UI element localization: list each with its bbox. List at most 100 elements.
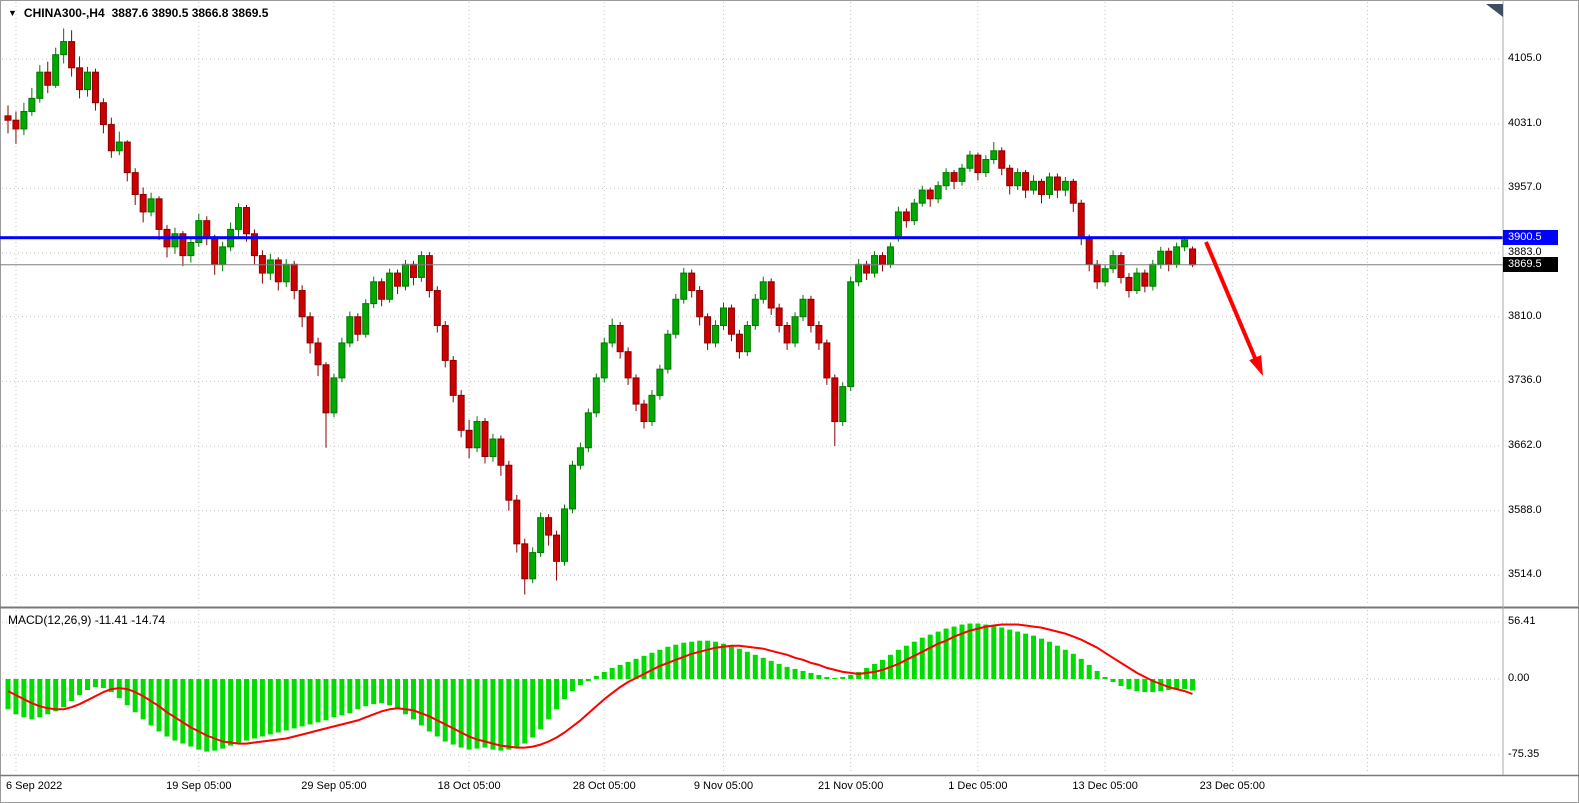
bear-candle [179,233,187,257]
bear-candle [1165,250,1173,265]
bear-candle [155,198,163,230]
bear-candle [433,290,441,326]
bear-candle [1038,180,1045,195]
bear-candle [1189,248,1197,266]
bull-candle [664,333,672,370]
bear-candle [767,281,775,309]
bull-candle [266,259,274,274]
bull-candle [282,263,290,283]
bull-candle [600,342,608,379]
bull-candle [720,307,727,326]
bear-candle [505,464,513,501]
bull-candle [338,342,346,379]
bull-candle [743,324,751,353]
price-axis-label: 4031.0 [1508,116,1542,129]
bear-candle [902,211,910,222]
bull-candle [1173,246,1181,265]
price-axis[interactable]: 4105.0 4031.0 3957.0 3883.0 3810.0 3736.0 3662… [1504,0,1578,775]
price-axis-label: 3736.0 [1508,374,1542,387]
bear-candle [1125,276,1133,292]
bear-candle [1006,167,1014,187]
macd-axis-label: 0.00 [1508,672,1530,684]
bear-candle [457,394,465,431]
bull-candle [219,246,227,265]
bull-candle [656,368,664,396]
bear-candle [632,377,640,405]
bull-candle [60,41,68,56]
bull-candle [529,552,537,580]
price-axis-label: 3810.0 [1508,309,1542,322]
bear-candle [394,272,402,287]
bull-candle [1109,255,1117,270]
bull-candle [886,246,894,265]
bull-candle [362,303,370,335]
symbol-name: CHINA300-,H4 [23,6,105,20]
bull-candle [990,150,998,161]
bull-candle [1045,176,1053,195]
bull-candle [751,298,759,326]
bear-candle [123,141,131,174]
bull-candle [799,298,807,318]
bull-candle [52,54,60,86]
price-axis-label: 3662.0 [1508,439,1542,452]
bull-candle [20,110,28,130]
bull-candle [330,377,338,414]
bear-candle [44,71,52,86]
bear-candle [1069,180,1077,204]
bear-candle [616,324,624,353]
bear-candle [306,316,314,344]
bear-candle [290,263,298,292]
bull-candle [847,281,855,388]
bull-candle [1030,180,1038,191]
bear-candle [211,237,219,265]
time-axis-label: 13 Dec 05:00 [1072,780,1138,792]
bull-candle [910,202,918,222]
bear-candle [409,263,417,278]
bull-candle [839,386,847,423]
horizontal-line-object[interactable] [0,236,1503,240]
bull-candle [1014,172,1022,187]
bear-candle [378,281,386,300]
bear-candle [1117,255,1125,278]
bear-candle [863,263,871,274]
bear-candle [783,324,791,344]
bull-candle [28,97,36,112]
bear-candle [521,543,529,580]
bear-candle [704,316,712,344]
bear-candle [1077,202,1085,239]
trend-arrow[interactable] [1204,241,1263,376]
bull-candle [402,263,409,287]
bull-candle [370,281,378,305]
bull-candle [576,447,584,466]
bear-candle [465,429,473,449]
bear-candle [1141,272,1149,287]
candles-layer [4,28,1197,595]
bull-candle [36,71,44,99]
bear-candle [481,421,489,458]
bear-candle [513,499,521,545]
bull-candle [147,198,155,213]
bull-candle [958,167,966,182]
bear-candle [441,324,449,361]
bear-candle [314,342,322,366]
bear-candle [815,324,823,344]
bear-candle [545,517,553,536]
bull-candle [608,324,616,344]
macd-axis[interactable]: 56.41 0.00 -75.35 [1504,0,1578,775]
bull-candle [171,233,179,248]
symbol-dropdown-icon[interactable]: ▼ [8,8,17,18]
bear-candle [1053,176,1061,191]
bear-candle [998,150,1006,169]
bull-candle [592,377,600,414]
time-axis-label: 19 Sep 05:00 [166,780,232,792]
bear-candle [831,377,839,423]
ohlc-values: 3887.6 3890.5 3866.8 3869.5 [111,6,269,20]
bear-candle [735,333,743,353]
bear-candle [68,41,76,69]
bear-candle [950,172,958,182]
bear-candle [425,255,433,292]
time-axis[interactable]: 6 Sep 2022 19 Sep 05:00 29 Sep 05:00 18 Oct… [0,777,1579,803]
bear-candle [727,307,735,335]
bull-candle [966,154,974,169]
